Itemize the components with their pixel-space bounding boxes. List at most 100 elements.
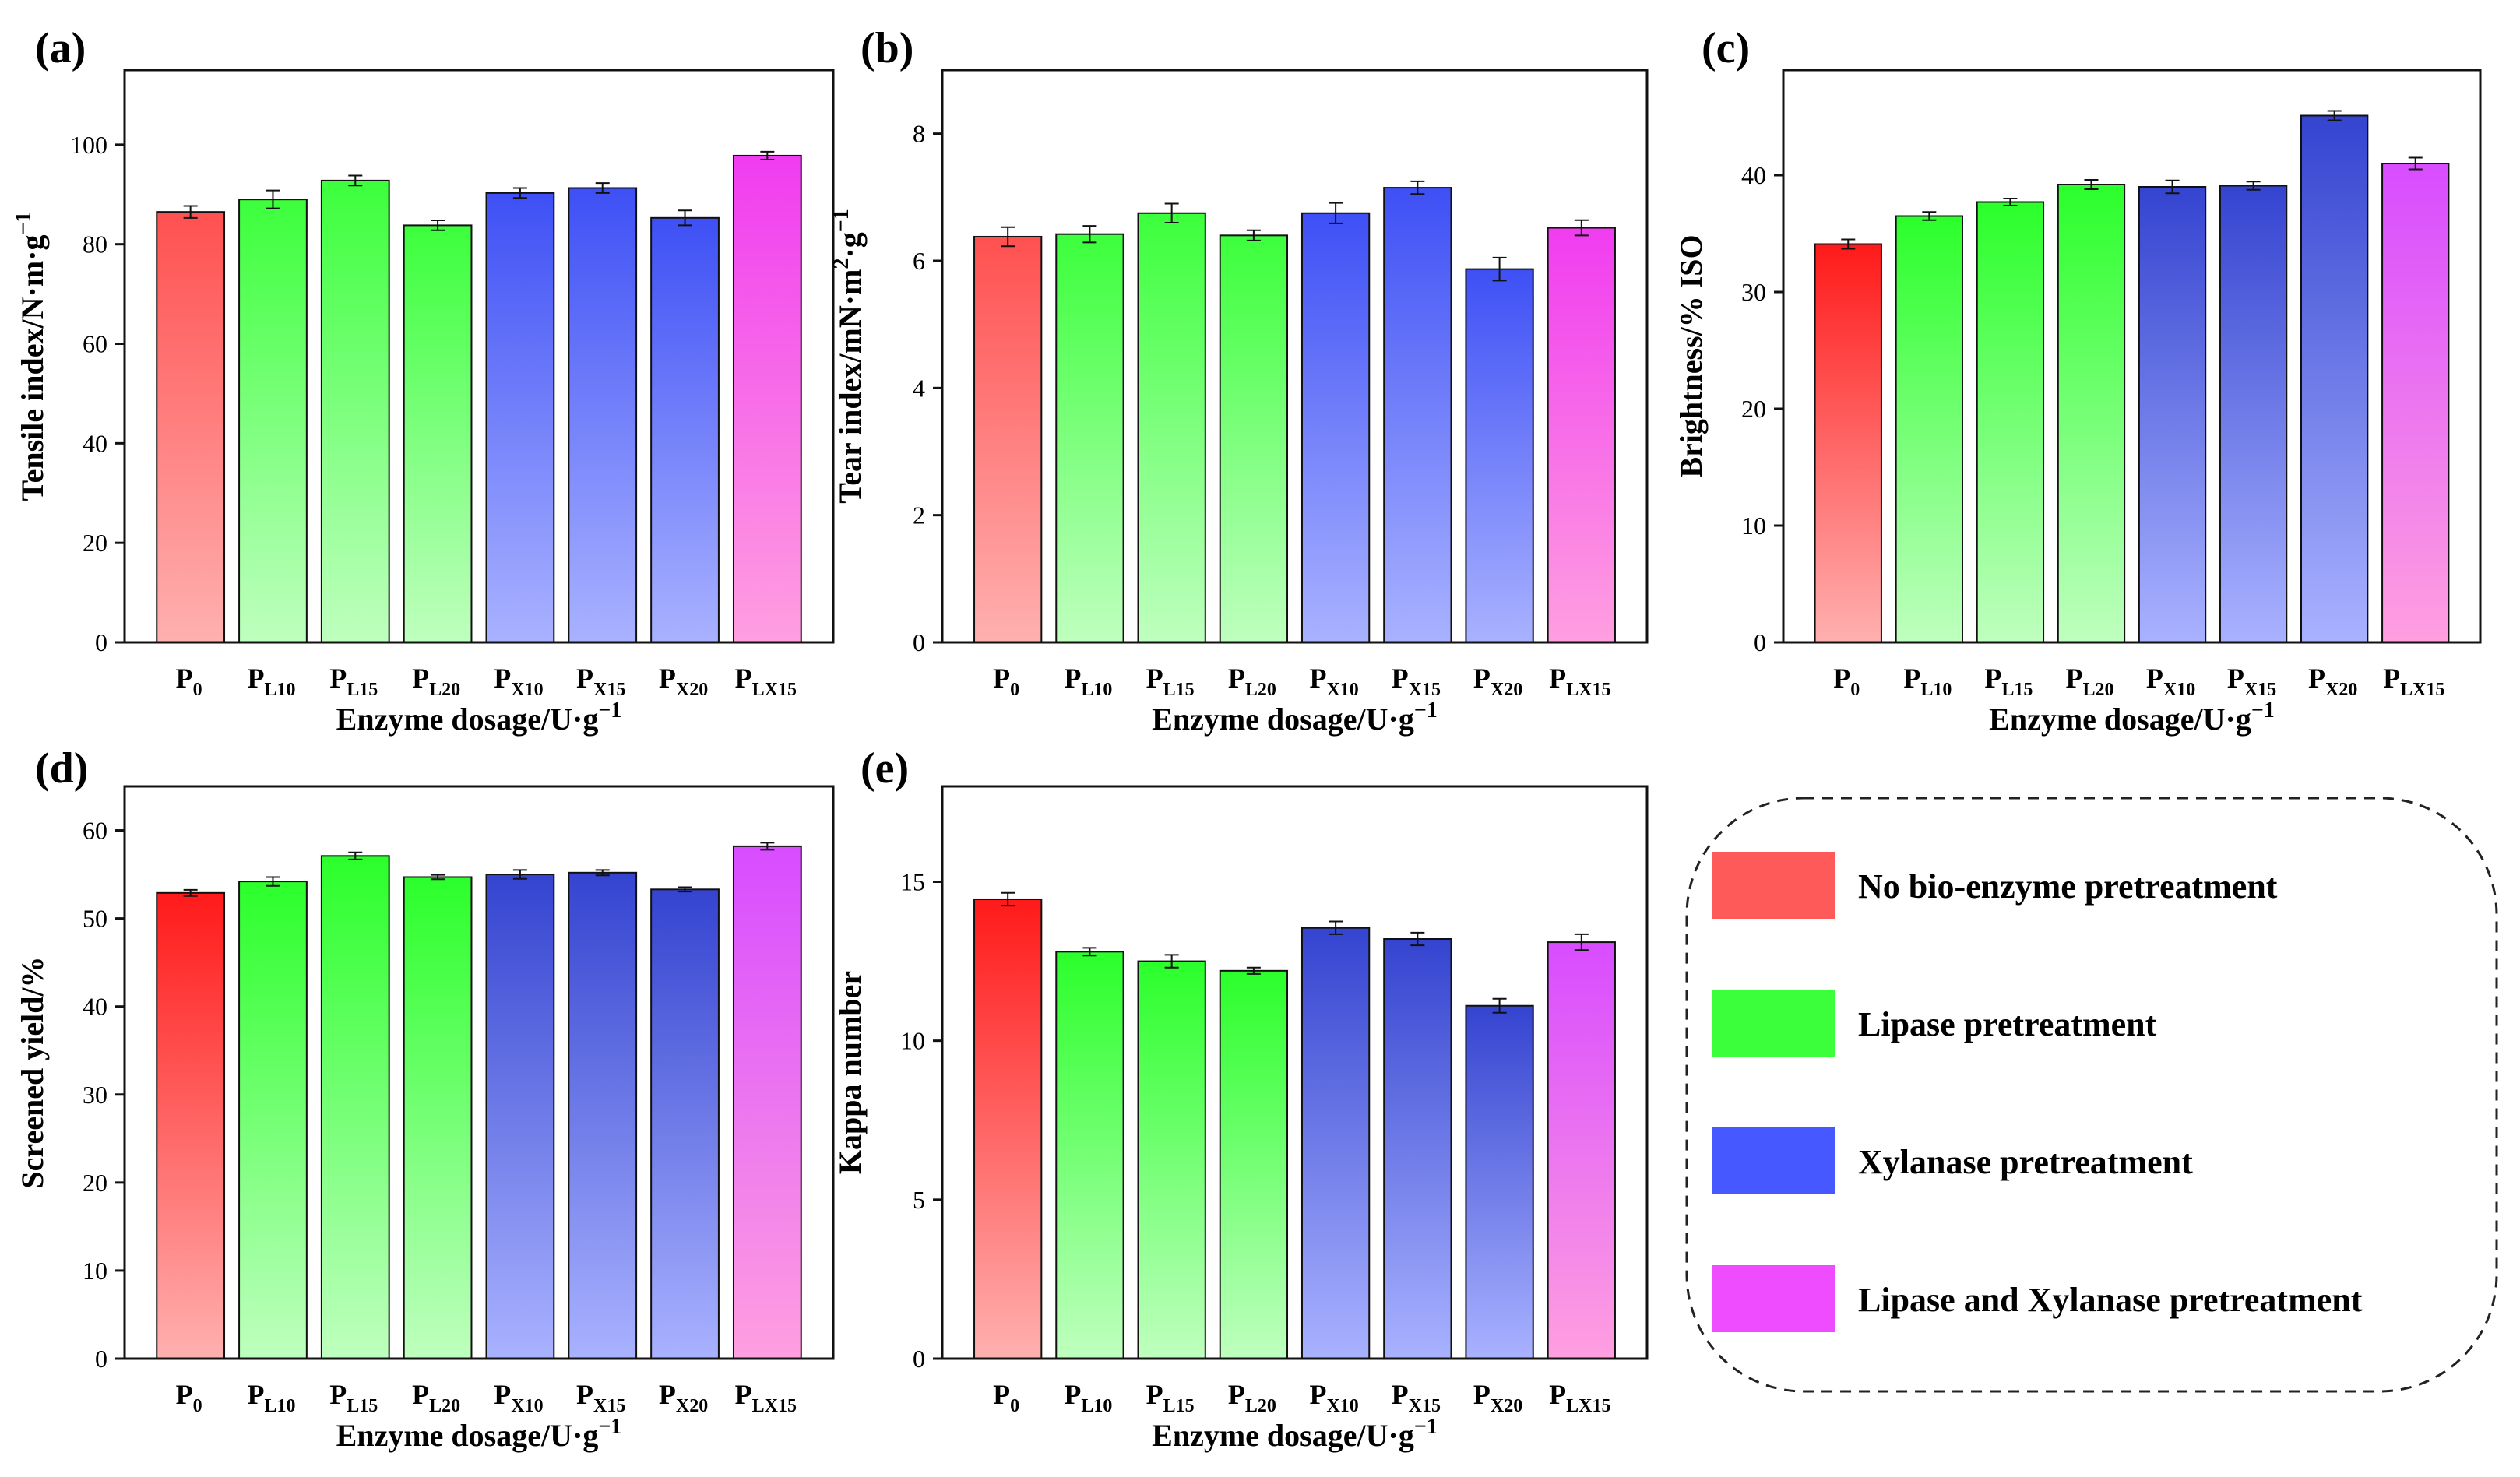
panel-label: (e) [861,744,909,793]
y-tick-label: 0 [95,628,107,656]
category-tick-label: PL20 [1228,1379,1276,1416]
category-tick-label: P0 [176,663,202,700]
category-tick-label: PL10 [1903,663,1952,700]
bar [1055,951,1124,1360]
y-tick-label: 30 [1741,278,1766,306]
chart-panel-c: (c) P0 PL10 PL15 PL20 PX10 PX15 PX20 PLX15 0 10 20 3… [1674,24,2482,737]
y-axis-title: Screened yield/% [15,956,50,1188]
legend-swatch [1712,1265,1835,1332]
error-bar [1492,997,1507,1014]
error-bar [2246,181,2261,191]
category-tick-label: PX20 [1473,1379,1522,1416]
legend-label: Xylanase pretreatment [1858,1143,2193,1181]
bar [156,891,226,1360]
error-bar [183,205,198,219]
error-bar [1841,238,1856,250]
error-bar [1329,202,1343,224]
y-tick-label: 15 [900,868,925,896]
x-axis-title: Enzyme dosage/U·g−1 [1152,1415,1438,1453]
error-bar [2165,179,2180,195]
bar [1300,927,1371,1360]
y-tick-label: 80 [83,230,107,258]
category-tick-label: PL15 [1146,1379,1195,1416]
bar [1976,201,2045,643]
error-bar [1329,920,1343,935]
bar [2057,184,2126,643]
category-tick-label: PLX15 [735,663,797,700]
bar [238,881,308,1359]
plot-frame [941,69,1649,644]
x-axis-title: Enzyme dosage/U·g−1 [336,1415,622,1453]
error-bar [1922,211,1937,221]
plot-frame [941,785,1649,1360]
bar [1383,938,1452,1359]
bar [1219,234,1289,644]
category-tick-label: P0 [1833,663,1860,700]
error-bar [512,869,527,880]
category-tick-label: PX15 [576,1379,625,1416]
bar [1055,233,1124,643]
y-tick-label: 0 [913,628,925,656]
bar [1895,215,1963,643]
bar [732,845,802,1359]
error-bar [1574,219,1589,237]
y-tick-label: 8 [913,120,925,148]
error-bar [678,886,692,893]
y-tick-label: 5 [913,1186,925,1214]
bar [485,192,555,643]
error-bar [760,842,775,851]
category-tick-label: PX20 [2308,663,2357,700]
y-tick-label: 20 [83,1169,107,1197]
y-tick-label: 20 [83,529,107,557]
bar [1383,187,1452,644]
y-tick-label: 10 [1741,512,1766,540]
y-axis-title: Tear index/mN·m2·g−1 [829,209,868,503]
legend-item: Xylanase pretreatment [1712,1127,2193,1194]
bar [650,216,720,644]
legend-box: No bio-enzyme pretreatment Lipase pretrea… [1685,797,2498,1393]
panel-label: (b) [861,24,913,72]
error-bar [183,888,198,897]
category-tick-label: PX15 [2227,663,2276,700]
legend-item: Lipase and Xylanase pretreatment [1712,1265,2363,1332]
error-bar [1082,947,1097,957]
y-tick-label: 40 [83,429,107,457]
bar [973,235,1043,643]
category-tick-label: PL20 [412,663,460,700]
bar [1137,960,1206,1360]
category-tick-label: PL10 [1064,1379,1112,1416]
error-bar [2003,198,2018,206]
category-tick-label: P0 [993,663,1019,700]
category-tick-label: PX15 [1392,663,1441,700]
bar [1300,212,1371,643]
bar [2381,163,2450,643]
category-tick-label: PX20 [659,663,708,700]
category-tick-label: P0 [176,1379,202,1416]
category-tick-label: PL15 [1146,663,1195,700]
y-tick-label: 30 [83,1081,107,1109]
bar [320,855,390,1360]
category-tick-label: PX10 [1309,1379,1358,1416]
legend-swatch [1712,990,1835,1057]
category-tick-label: PLX15 [1549,1379,1610,1416]
y-tick-label: 0 [1754,628,1766,656]
category-tick-label: PX20 [659,1379,708,1416]
panel-label: (a) [35,24,86,72]
bar [403,876,473,1359]
bar [1814,243,1882,643]
category-tick-label: PLX15 [2383,663,2444,700]
error-bar [1574,933,1589,951]
legend-border [1685,797,2498,1393]
error-bar [1410,931,1425,947]
category-tick-label: PL15 [329,663,378,700]
legend-swatch [1712,852,1835,919]
plot-frame [123,785,835,1360]
bar [1465,1004,1534,1359]
y-tick-label: 6 [913,247,925,275]
category-tick-label: PL15 [1984,663,2033,700]
error-bar [348,851,363,860]
bar [1465,268,1534,643]
category-tick-label: PL20 [1228,663,1276,700]
bar [403,224,473,643]
